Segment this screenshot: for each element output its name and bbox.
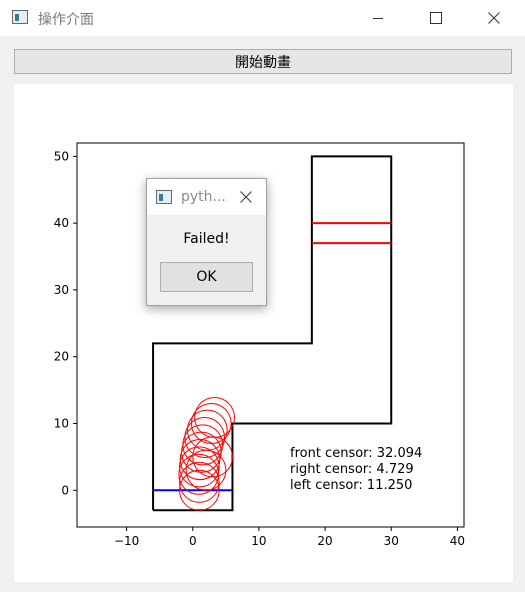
y-tick-label: 40 [54,216,69,230]
track-outline [152,155,393,512]
close-button[interactable] [471,4,517,32]
x-tick-label: 0 [189,534,197,548]
message-dialog: pyth... Failed! OK [146,178,267,306]
start-animation-button[interactable]: 開始動畫 [14,49,512,74]
dialog-title: pyth... [181,189,226,205]
y-tick-label: 50 [54,149,69,163]
car-circle [179,469,220,511]
x-tick-label: 10 [251,534,266,548]
y-tick-label: 30 [54,283,69,297]
y-tick-label: 20 [54,350,69,364]
car-circle [185,449,227,491]
maximize-button[interactable] [413,4,459,32]
track-plot: −10 0 10 20 30 40 0 10 20 30 40 50 front censor: 32.… [54,142,465,548]
dialog-ok-button[interactable]: OK [160,262,253,292]
x-tick-label: 20 [317,534,332,548]
car-circle [186,409,228,451]
right-sensor-text: right censor: 4.729 [290,462,414,477]
axes-frame [76,142,465,528]
car-circle [192,436,233,478]
y-tick-label: 0 [61,483,69,497]
dialog-app-icon [156,190,172,204]
title-bar: 操作介面 [0,0,525,36]
car-circle [178,453,220,495]
x-tick-label: 30 [384,534,399,548]
x-tick-label: −10 [114,534,139,548]
minimize-button[interactable] [355,4,401,32]
window-title: 操作介面 [38,12,94,28]
dialog-close-button[interactable] [231,183,261,211]
maximize-icon [430,12,442,24]
car-circle [184,416,226,459]
car-circle [194,396,235,439]
car-circle [179,461,220,503]
close-icon [240,191,252,203]
minimize-icon [373,18,383,19]
left-sensor-text: left censor: 11.250 [290,478,412,493]
close-icon [488,12,500,24]
dialog-title-bar: pyth... [147,179,266,215]
y-tick-label: 10 [54,416,69,430]
plot-canvas: −10 0 10 20 30 40 0 10 20 30 40 50 front censor: 32.… [14,84,513,582]
car-circle [182,424,224,466]
car-circle [179,446,220,488]
car-circle [190,402,232,445]
app-window-icon [12,10,28,24]
dialog-message: Failed! [183,231,230,247]
front-sensor-text: front censor: 32.094 [290,446,422,461]
x-tick-label: 40 [450,534,465,548]
